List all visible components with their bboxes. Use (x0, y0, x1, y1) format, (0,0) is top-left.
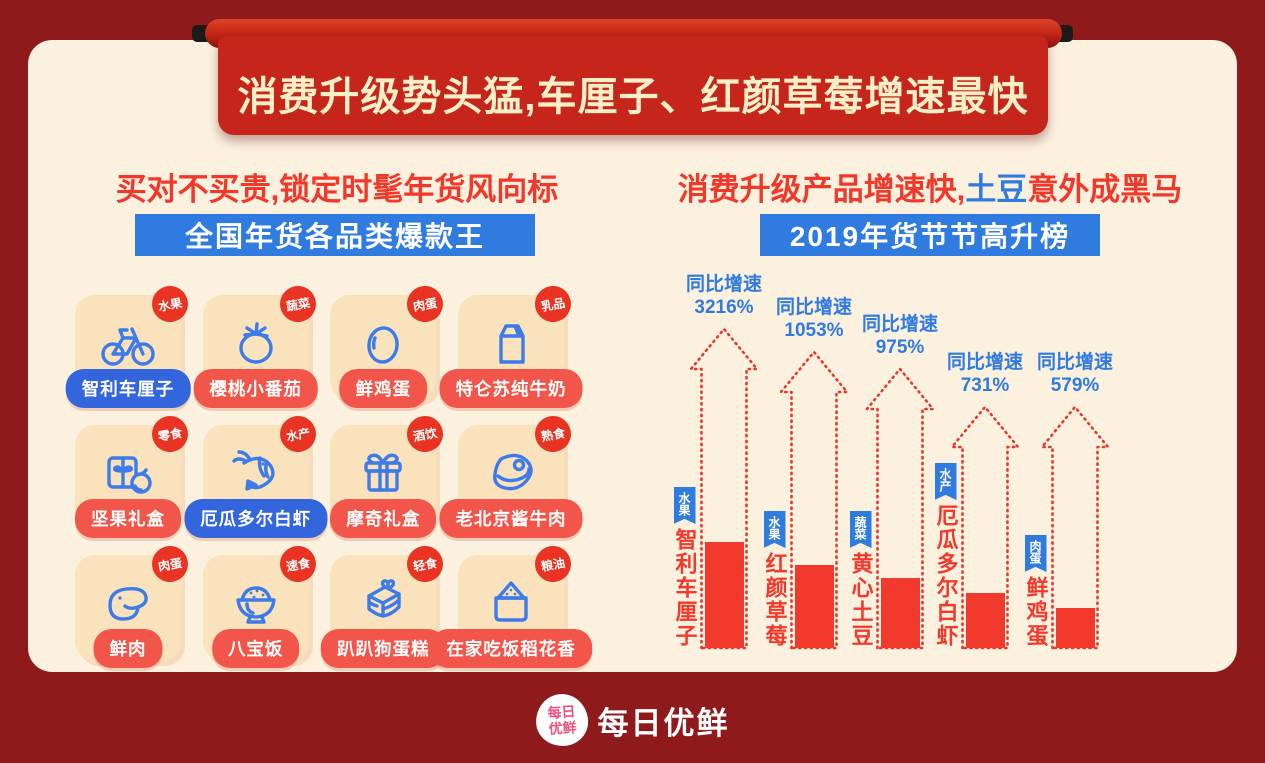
value-bar (794, 565, 834, 648)
product-card: 酒饮 摩奇礼盒 (330, 413, 458, 555)
bar-label-stack: 蔬菜 黄心土豆 (848, 511, 874, 648)
bar-label-stack: 肉蛋 鲜鸡蛋 (1023, 535, 1049, 648)
product-card: 熟食 老北京酱牛肉 (439, 413, 586, 555)
value-bar (704, 542, 744, 648)
dotted-arrow-icon (689, 327, 759, 650)
value-bar (965, 593, 1005, 648)
product-card: 乳品 特仑苏纯牛奶 (439, 283, 586, 425)
growth-label: 同比增速 975% (861, 314, 938, 358)
bar-label-stack: 水产 厄瓜多尔白虾 (933, 463, 959, 648)
product-pill: 坚果礼盒 (75, 499, 181, 538)
category-ribbon: 蔬菜 (849, 511, 872, 548)
product-pill: 在家吃饭稻花香 (430, 629, 592, 668)
right-headline-seg1: 消费升级产品增速快, (677, 172, 966, 207)
bar-category-name: 厄瓜多尔白虾 (933, 504, 959, 648)
bar-label-stack: 水果 红颜草莓 (762, 511, 788, 648)
missfresh-logo-icon: 每日 优鲜 (533, 692, 590, 748)
bar-category-name: 红颜草莓 (762, 552, 788, 648)
right-headline-seg2: 土豆 (965, 172, 1028, 207)
footer-brand: 每日 优鲜 每日优鲜 (0, 692, 1265, 748)
product-pill: 老北京酱牛肉 (439, 499, 583, 538)
growth-label: 同比增速 731% (946, 352, 1023, 396)
left-headline: 买对不买贵,锁定时髦年货风向标 (115, 172, 559, 207)
dotted-arrow-icon (1040, 405, 1110, 650)
growth-label: 同比增速 1053% (775, 297, 852, 341)
product-card: 水果 智利车厘子 (65, 283, 203, 425)
bar-category-name: 黄心土豆 (848, 552, 874, 648)
bar-label-stack: 水果 智利车厘子 (672, 487, 698, 648)
bar-category-name: 鲜鸡蛋 (1023, 576, 1049, 648)
product-pill: 趴趴狗蛋糕 (321, 629, 446, 668)
product-card: 水产 厄瓜多尔白虾 (184, 413, 331, 555)
product-card: 粮油 在家吃饭稻花香 (430, 543, 592, 685)
product-pill: 智利车厘子 (65, 369, 191, 408)
poster-title: 消费升级势头猛,车厘子、红颜草莓增速最快 (237, 74, 1029, 119)
growth-label: 同比增速 3216% (685, 274, 762, 318)
right-subheader: 2019年货节节高升榜 (760, 214, 1100, 256)
growth-chart: 同比增速 3216% 水果 智利车厘子 同比增速 1053% 水果 红颜草莓 同比增速 975% 蔬… (660, 260, 1220, 650)
dotted-arrow-icon (950, 405, 1020, 650)
right-headline-seg3: 意外成黑马 (1027, 172, 1183, 207)
product-pill: 摩奇礼盒 (330, 499, 437, 538)
category-ribbon: 水果 (673, 487, 696, 524)
product-pill: 鲜肉 (93, 629, 163, 668)
product-card: 肉蛋 鲜鸡蛋 (330, 283, 458, 425)
product-pill: 特仑苏纯牛奶 (439, 369, 583, 408)
logo-line2: 优鲜 (547, 719, 577, 737)
product-pill: 厄瓜多尔白虾 (184, 499, 328, 538)
category-ribbon: 水产 (934, 463, 957, 500)
product-pill: 鲜鸡蛋 (339, 369, 428, 408)
product-card: 肉蛋 鲜肉 (75, 543, 203, 685)
value-bar (880, 578, 920, 648)
product-grid: 水果 智利车厘子 蔬菜 樱桃小番茄 肉蛋 鲜鸡蛋 乳品 特仑苏纯牛奶零食 坚果礼盒 水产 厄瓜多尔白… (65, 283, 592, 685)
title-banner: 消费升级势头猛,车厘子、红颜草莓增速最快 (218, 36, 1048, 135)
dotted-arrow-icon (779, 350, 849, 650)
product-card: 蔬菜 樱桃小番茄 (193, 283, 331, 425)
brand-wordmark: 每日优鲜 (597, 705, 730, 741)
logo-line1: 每日 (546, 702, 576, 721)
product-pill: 樱桃小番茄 (193, 369, 318, 408)
category-ribbon: 肉蛋 (1024, 535, 1047, 572)
left-subheader: 全国年货各品类爆款王 (135, 214, 535, 256)
growth-label: 同比增速 579% (1036, 352, 1113, 396)
product-card: 轻食 趴趴狗蛋糕 (321, 543, 458, 685)
right-headline: 消费升级产品增速快,土豆意外成黑马 (640, 164, 1220, 209)
bar-category-name: 智利车厘子 (672, 528, 698, 648)
value-bar (1055, 608, 1095, 648)
product-card: 零食 坚果礼盒 (75, 413, 203, 555)
category-ribbon: 水果 (763, 511, 786, 548)
dotted-arrow-icon (865, 367, 935, 650)
product-pill: 八宝饭 (211, 629, 300, 668)
product-card: 速食 八宝饭 (202, 543, 331, 685)
